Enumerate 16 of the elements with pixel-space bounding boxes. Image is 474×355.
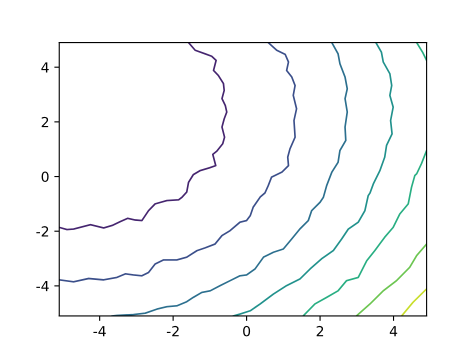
x-tick-label: -4 <box>93 326 106 336</box>
x-tick-label: -2 <box>166 326 179 336</box>
line-series <box>356 243 427 316</box>
line-series <box>302 150 427 316</box>
y-tick-label: 2 <box>42 116 48 128</box>
x-tick-label: 0 <box>243 326 250 336</box>
y-tick-label: -2 <box>36 226 48 236</box>
y-tick-label: -4 <box>36 281 49 292</box>
line-series <box>59 42 228 230</box>
x-tick-label: 4 <box>390 326 398 336</box>
x-tick-label: 2 <box>316 326 324 336</box>
line-series <box>59 42 298 283</box>
y-tick-label: 0 <box>42 172 49 182</box>
y-tick-label: 4 <box>41 62 49 72</box>
line-series <box>232 42 394 316</box>
line-series <box>111 42 348 316</box>
